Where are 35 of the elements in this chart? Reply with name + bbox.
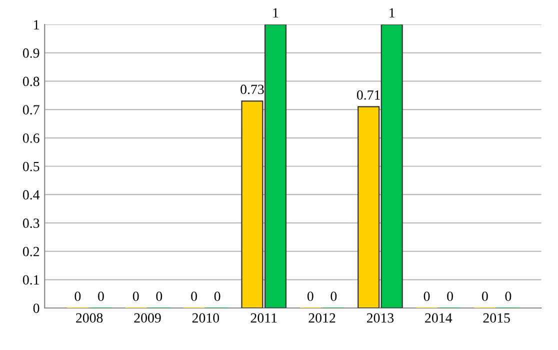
x-tick-label: 2012 — [308, 313, 336, 323]
data-label: 0 — [98, 292, 104, 302]
y-tick-label: 0.8 — [22, 76, 40, 86]
y-tick-label: 0.3 — [22, 218, 40, 228]
data-label: 0 — [132, 292, 139, 302]
data-label: 0 — [505, 292, 512, 302]
data-label: 1 — [273, 8, 278, 18]
data-label: 0 — [214, 292, 220, 302]
y-tick-label: 0.1 — [22, 275, 39, 285]
y-tick-label: 0.4 — [22, 190, 40, 200]
data-label: 0 — [307, 292, 314, 302]
x-tick-label: 2011 — [250, 313, 277, 323]
x-tick-label: 2015 — [483, 313, 510, 323]
data-label: 0 — [330, 292, 337, 302]
data-label: 0 — [156, 292, 162, 302]
data-label: 0.73 — [240, 84, 264, 94]
y-tick-label: 0.2 — [22, 246, 40, 256]
data-label: 0 — [482, 292, 488, 302]
x-tick-label: 2013 — [366, 313, 394, 323]
y-tick-label: 0.9 — [22, 48, 40, 58]
x-tick-label: 2008 — [76, 313, 103, 323]
x-tick-label: 2010 — [192, 313, 220, 323]
y-tick-label: 0 — [33, 304, 40, 313]
data-label: 0 — [447, 292, 453, 302]
data-label: 0.71 — [356, 90, 380, 100]
data-label: 0 — [191, 292, 197, 302]
data-label: 0 — [74, 292, 81, 302]
y-tick-label: 0.7 — [22, 105, 40, 115]
x-tick-label: 2014 — [425, 313, 452, 323]
y-tick-label: 1 — [34, 20, 39, 30]
y-tick-label: 0.5 — [22, 162, 40, 172]
y-tick-label: 0.6 — [22, 133, 40, 143]
data-label: 1 — [390, 8, 394, 18]
x-tick-label: 2009 — [134, 313, 161, 323]
data-label: 0 — [424, 292, 430, 302]
